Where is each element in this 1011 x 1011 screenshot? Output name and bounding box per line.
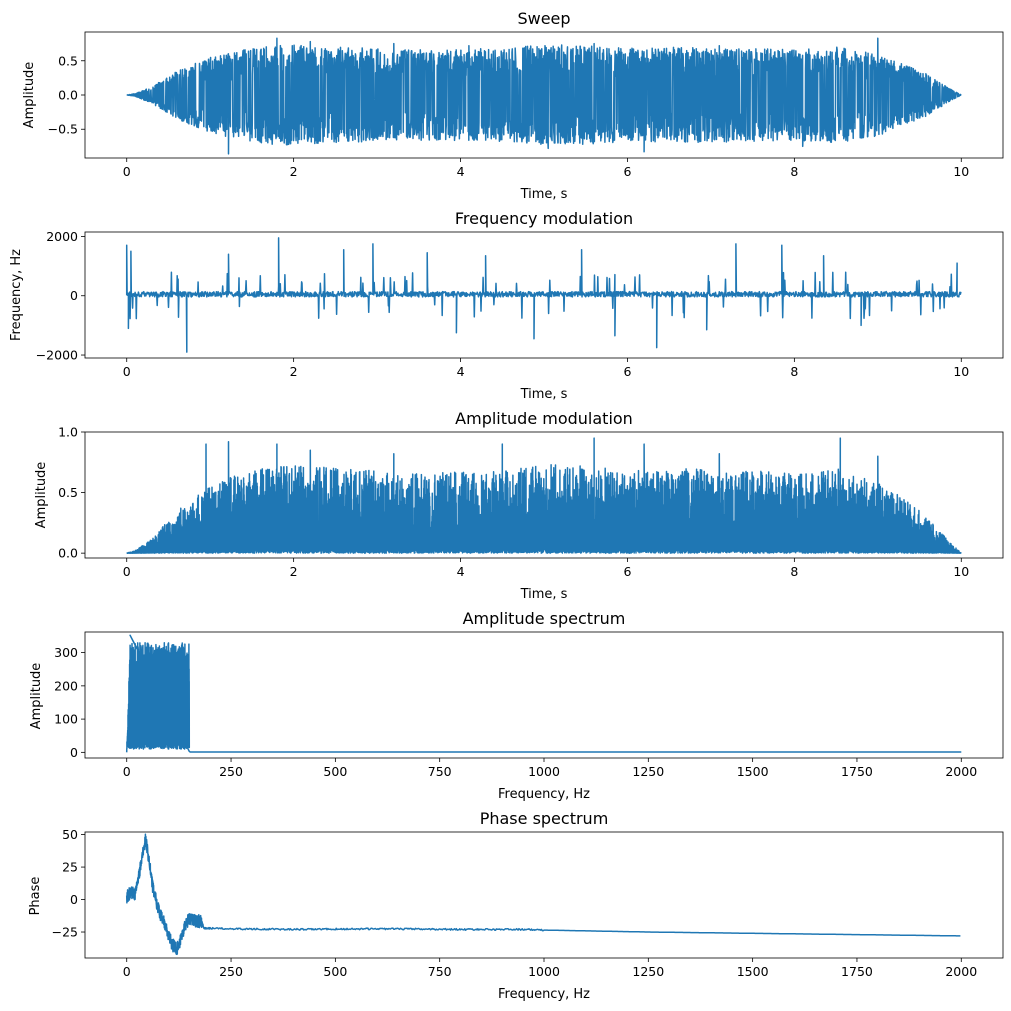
phase-spectrum-xtick-label: 2000 — [945, 964, 977, 979]
sweep-xtick-label: 0 — [123, 164, 131, 179]
amplitude-spectrum-xtick-label: 0 — [123, 764, 131, 779]
frequency-modulation-ylabel: Frequency, Hz — [9, 249, 24, 341]
sweep-xlabel: Time, s — [520, 187, 568, 202]
frequency-modulation-title: Frequency modulation — [455, 209, 633, 228]
amplitude-modulation-xtick-label: 0 — [123, 564, 131, 579]
phase-spectrum-xtick-label: 0 — [123, 964, 131, 979]
frequency-modulation-panel: Frequency modulation 0 2 4 6 8 10 −2000 0 2000 T… — [9, 209, 1004, 402]
amplitude-modulation-axes-frame — [84, 431, 1004, 559]
amplitude-modulation-series-line — [126, 437, 962, 554]
sweep-title: Sweep — [517, 9, 570, 28]
amplitude-spectrum-xtick-label: 1750 — [841, 764, 873, 779]
sweep-xtick-label: 4 — [457, 164, 465, 179]
amplitude-modulation-xtick-label: 8 — [790, 564, 798, 579]
amplitude-spectrum-axes-frame — [84, 631, 1004, 759]
amplitude-modulation-ytick-label: 1.0 — [58, 425, 78, 440]
amplitude-modulation-ytick-label: 0.0 — [58, 546, 78, 561]
sweep-ylabel: Amplitude — [22, 62, 37, 129]
frequency-modulation-xtick-label: 8 — [790, 364, 798, 379]
phase-spectrum-xtick-label: 1250 — [632, 964, 664, 979]
frequency-modulation-xtick-label: 2 — [290, 364, 298, 379]
amplitude-modulation-xtick-label: 10 — [953, 564, 969, 579]
phase-spectrum-title: Phase spectrum — [480, 809, 609, 828]
frequency-modulation-xtick-label: 10 — [953, 364, 969, 379]
frequency-modulation-xtick-label: 0 — [123, 364, 131, 379]
amplitude-spectrum-xtick-label: 500 — [323, 764, 347, 779]
amplitude-modulation-xtick-label: 4 — [457, 564, 465, 579]
amplitude-spectrum-ylabel: Amplitude — [29, 663, 44, 730]
sweep-xtick-label: 10 — [953, 164, 969, 179]
amplitude-spectrum-ytick-label: 100 — [54, 712, 78, 727]
amplitude-spectrum-xtick-label: 2000 — [945, 764, 977, 779]
sweep-xtick-label: 6 — [623, 164, 631, 179]
amplitude-spectrum-xlabel: Frequency, Hz — [498, 787, 590, 802]
sweep-ytick-label: 0.0 — [58, 88, 78, 103]
amplitude-modulation-xtick-label: 2 — [290, 564, 298, 579]
amplitude-modulation-xtick-label: 6 — [623, 564, 631, 579]
phase-spectrum-ytick-label: 0 — [70, 892, 78, 907]
sweep-ytick-label: 0.5 — [58, 53, 78, 68]
phase-spectrum-axes-frame — [84, 831, 1004, 959]
frequency-modulation-xlabel: Time, s — [520, 387, 568, 402]
amplitude-modulation-ytick-label: 0.5 — [58, 485, 78, 500]
frequency-modulation-ytick-label: 0 — [70, 288, 78, 303]
frequency-modulation-xtick-label: 6 — [623, 364, 631, 379]
phase-spectrum-ylabel: Phase — [28, 877, 43, 916]
amplitude-spectrum-xtick-label: 750 — [428, 764, 452, 779]
amplitude-spectrum-xtick-label: 250 — [219, 764, 243, 779]
amplitude-spectrum-panel: Amplitude spectrum 0 250 500 750 1000 1250 150… — [29, 609, 1004, 802]
amplitude-spectrum-xtick-label: 1000 — [528, 764, 560, 779]
frequency-modulation-ytick-label: −2000 — [36, 348, 78, 363]
phase-spectrum-xtick-label: 250 — [219, 964, 243, 979]
amplitude-spectrum-ytick-label: 0 — [70, 745, 78, 760]
phase-spectrum-panel: Phase spectrum 0 250 500 750 1000 1250 1500 175… — [28, 809, 1004, 1002]
amplitude-spectrum-title: Amplitude spectrum — [463, 609, 626, 628]
phase-spectrum-xlabel: Frequency, Hz — [498, 987, 590, 1002]
frequency-modulation-ytick-label: 2000 — [46, 229, 78, 244]
amplitude-spectrum-xtick-label: 1250 — [632, 764, 664, 779]
phase-spectrum-xtick-label: 1750 — [841, 964, 873, 979]
phase-spectrum-ytick-label: 50 — [62, 827, 78, 842]
sweep-series-line — [126, 37, 962, 155]
amplitude-spectrum-series-line — [125, 634, 962, 753]
amplitude-spectrum-plot: 0 250 500 750 1000 1250 1500 1750 2000 0 100 200 300 — [54, 631, 1004, 779]
sweep-xtick-label: 2 — [290, 164, 298, 179]
amplitude-spectrum-xtick-label: 1500 — [737, 764, 769, 779]
sweep-xtick-label: 8 — [790, 164, 798, 179]
amplitude-modulation-title: Amplitude modulation — [455, 409, 633, 428]
phase-spectrum-ytick-label: 25 — [62, 860, 78, 875]
amplitude-modulation-panel: Amplitude modulation 0 2 4 6 8 10 0.0 0.5 1.0 Ti… — [34, 409, 1004, 602]
amplitude-modulation-xlabel: Time, s — [520, 587, 568, 602]
phase-spectrum-xtick-label: 750 — [428, 964, 452, 979]
phase-spectrum-series-line — [125, 833, 961, 956]
frequency-modulation-axes-frame — [84, 231, 1004, 359]
frequency-modulation-plot: 0 2 4 6 8 10 −2000 0 2000 — [36, 229, 1004, 379]
phase-spectrum-xtick-label: 1500 — [737, 964, 769, 979]
sweep-plot: 0 2 4 6 8 10 −0.5 0.0 0.5 — [48, 31, 1004, 179]
phase-spectrum-ytick-label: −25 — [52, 925, 78, 940]
sweep-ytick-label: −0.5 — [48, 122, 78, 137]
phase-spectrum-plot: 0 250 500 750 1000 1250 1500 1750 2000 −25 0 25 50 — [52, 827, 1004, 979]
phase-spectrum-xtick-label: 500 — [323, 964, 347, 979]
amplitude-spectrum-ytick-label: 200 — [54, 678, 78, 693]
amplitude-modulation-plot: 0 2 4 6 8 10 0.0 0.5 1.0 — [58, 425, 1004, 579]
amplitude-spectrum-ytick-label: 300 — [54, 645, 78, 660]
sweep-panel: Sweep 0 2 4 6 8 10 −0.5 0.0 0.5 Time, s Amplitud… — [22, 9, 1004, 202]
amplitude-modulation-ylabel: Amplitude — [34, 462, 49, 529]
frequency-modulation-series-line — [125, 237, 962, 353]
frequency-modulation-xtick-label: 4 — [457, 364, 465, 379]
phase-spectrum-xtick-label: 1000 — [528, 964, 560, 979]
